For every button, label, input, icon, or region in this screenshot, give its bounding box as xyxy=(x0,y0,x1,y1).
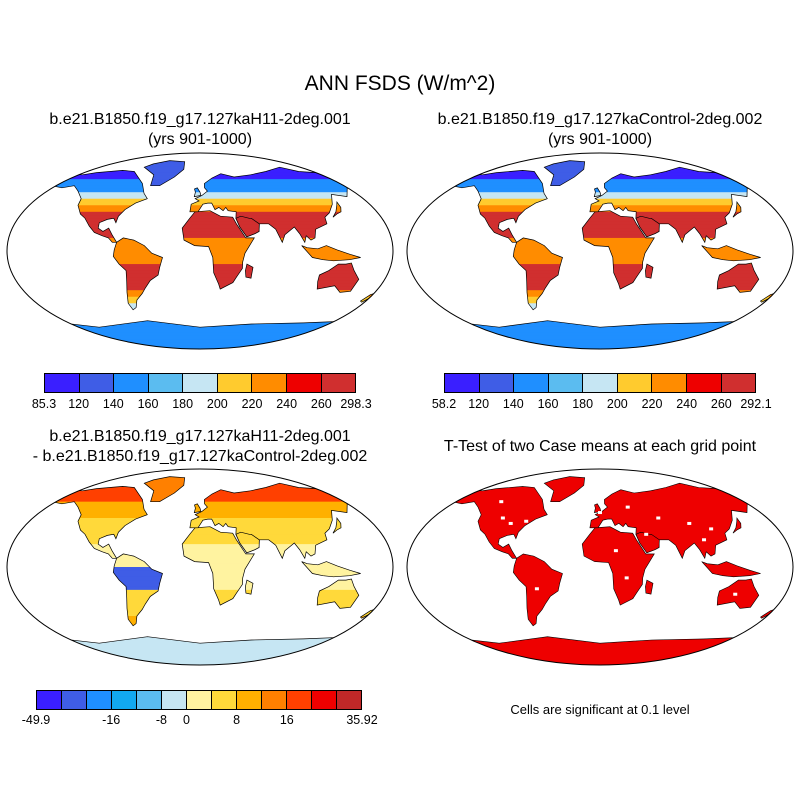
map-panel-ttest xyxy=(405,467,795,667)
colorbar-swatch xyxy=(252,374,287,392)
colorbar-label: 180 xyxy=(172,397,194,411)
panel-title-bottom-left: b.e21.B1850.f19_g17.127kaH11-2deg.001 - … xyxy=(0,427,400,467)
land-layer xyxy=(441,160,779,349)
colorbar-label: 8 xyxy=(233,713,241,727)
map-boundary xyxy=(406,152,794,350)
panel-title-line1: b.e21.B1850.f19_g17.127kaH11-2deg.001 xyxy=(49,111,351,128)
panel-title-bottom-right: T-Test of two Case means at each grid po… xyxy=(400,437,800,457)
map-panel-difference xyxy=(5,467,395,667)
colorbar-swatches xyxy=(36,690,362,710)
colorbar-label: 220 xyxy=(241,397,263,411)
colorbar-label: 140 xyxy=(102,397,124,411)
colorbar-label: -49.9 xyxy=(21,713,51,727)
land-indonesia xyxy=(701,561,761,578)
colorbar-label: 260 xyxy=(310,397,332,411)
map-boundary xyxy=(6,468,394,666)
land-greenland xyxy=(543,476,586,502)
colorbar-swatch xyxy=(312,691,337,709)
colorbar-label: 140 xyxy=(502,397,524,411)
land-africa xyxy=(581,526,655,606)
colorbar-swatch xyxy=(321,374,356,392)
colorbar-top-left-labels: 85.3 120 140 160 180 200 220 240 260 298.3 xyxy=(32,397,372,413)
colorbar-label: -16 xyxy=(102,713,121,727)
colorbar-swatch xyxy=(286,374,322,392)
colorbar-swatch xyxy=(514,374,549,392)
colorbar-swatch xyxy=(212,691,237,709)
colorbar-label: 120 xyxy=(468,397,490,411)
colorbar-top-right-labels: 58.2 120 140 160 180 200 220 240 260 292.1 xyxy=(432,397,772,413)
colorbar-swatch xyxy=(183,374,218,392)
colorbar-swatch xyxy=(114,374,149,392)
colorbar-label: 160 xyxy=(537,397,559,411)
land-africa xyxy=(182,210,255,290)
colorbar-swatch xyxy=(721,374,756,392)
map-panel-case2 xyxy=(405,151,795,351)
colorbar-label: 260 xyxy=(710,397,732,411)
panel-title-top-left: b.e21.B1850.f19_g17.127kaH11-2deg.001 (y… xyxy=(0,110,400,150)
land-australia xyxy=(716,578,760,609)
land-northAmerica xyxy=(451,486,548,559)
colorbar-swatch xyxy=(162,691,187,709)
colorbar-swatch xyxy=(287,691,312,709)
colorbar-label: 0 xyxy=(182,713,190,727)
colorbar-label: 120 xyxy=(68,397,90,411)
colorbar-label: -8 xyxy=(155,713,167,727)
colorbar-swatch xyxy=(445,374,480,392)
panel-title-top-right: b.e21.B1850.f19_g17.127kaControl-2deg.00… xyxy=(400,110,800,150)
colorbar-top-right xyxy=(444,373,756,393)
land-japan xyxy=(732,517,742,534)
land-layer xyxy=(41,160,379,349)
colorbar-swatch xyxy=(217,374,253,392)
colorbar-difference xyxy=(36,690,362,710)
colorbar-label: 35.92 xyxy=(346,713,378,727)
panel-title-line1: b.e21.B1850.f19_g17.127kaH11-2deg.001 xyxy=(49,428,351,445)
colorbar-label: 298.3 xyxy=(340,397,372,411)
colorbar-swatch xyxy=(617,374,653,392)
colorbar-swatch xyxy=(583,374,618,392)
panel-title-line2: - b.e21.B1850.f19_g17.127kaControl-2deg.… xyxy=(32,448,368,465)
colorbar-swatch xyxy=(45,374,80,392)
colorbar-swatch xyxy=(548,374,584,392)
map-boundary xyxy=(6,152,394,350)
colorbar-label: 200 xyxy=(606,397,628,411)
colorbar-label: 85.3 xyxy=(31,397,57,411)
colorbar-swatch xyxy=(237,691,262,709)
colorbar-label: 58.2 xyxy=(431,397,457,411)
colorbar-label: 180 xyxy=(572,397,594,411)
colorbar-swatch xyxy=(62,691,87,709)
land-madagascar xyxy=(645,579,654,595)
colorbar-swatches xyxy=(44,373,356,393)
colorbar-swatch xyxy=(337,691,361,709)
colorbar-swatch xyxy=(262,691,287,709)
colorbar-label: 16 xyxy=(279,713,294,727)
colorbar-swatch xyxy=(479,374,515,392)
colorbar-swatches xyxy=(444,373,756,393)
colorbar-top-left xyxy=(44,373,356,393)
colorbar-label: 220 xyxy=(641,397,663,411)
colorbar-swatch xyxy=(79,374,115,392)
colorbar-label: 292.1 xyxy=(740,397,772,411)
colorbar-swatch xyxy=(686,374,722,392)
panel-title-line2: (yrs 901-1000) xyxy=(147,131,253,148)
colorbar-label: 240 xyxy=(276,397,298,411)
colorbar-swatch xyxy=(187,691,212,709)
colorbar-swatch xyxy=(87,691,112,709)
main-title: ANN FSDS (W/m^2) xyxy=(304,72,496,95)
colorbar-swatch xyxy=(112,691,137,709)
colorbar-label: 160 xyxy=(137,397,159,411)
colorbar-label: 240 xyxy=(676,397,698,411)
significance-note: Cells are significant at 0.1 level xyxy=(510,702,690,717)
panel-title-line1: b.e21.B1850.f19_g17.127kaControl-2deg.00… xyxy=(437,111,763,128)
panel-title-line1: T-Test of two Case means at each grid po… xyxy=(443,438,757,455)
colorbar-difference-labels: -49.9 -16 -8 0 8 16 35.92 xyxy=(22,713,378,729)
colorbar-swatch xyxy=(652,374,687,392)
land-eurasia xyxy=(589,482,759,560)
colorbar-swatch xyxy=(137,691,162,709)
colorbar-swatch xyxy=(148,374,184,392)
map-panel-case1 xyxy=(5,151,395,351)
panel-title-line2: (yrs 901-1000) xyxy=(547,131,653,148)
map-boundary xyxy=(406,468,794,666)
colorbar-swatch xyxy=(37,691,62,709)
colorbar-label: 200 xyxy=(206,397,228,411)
